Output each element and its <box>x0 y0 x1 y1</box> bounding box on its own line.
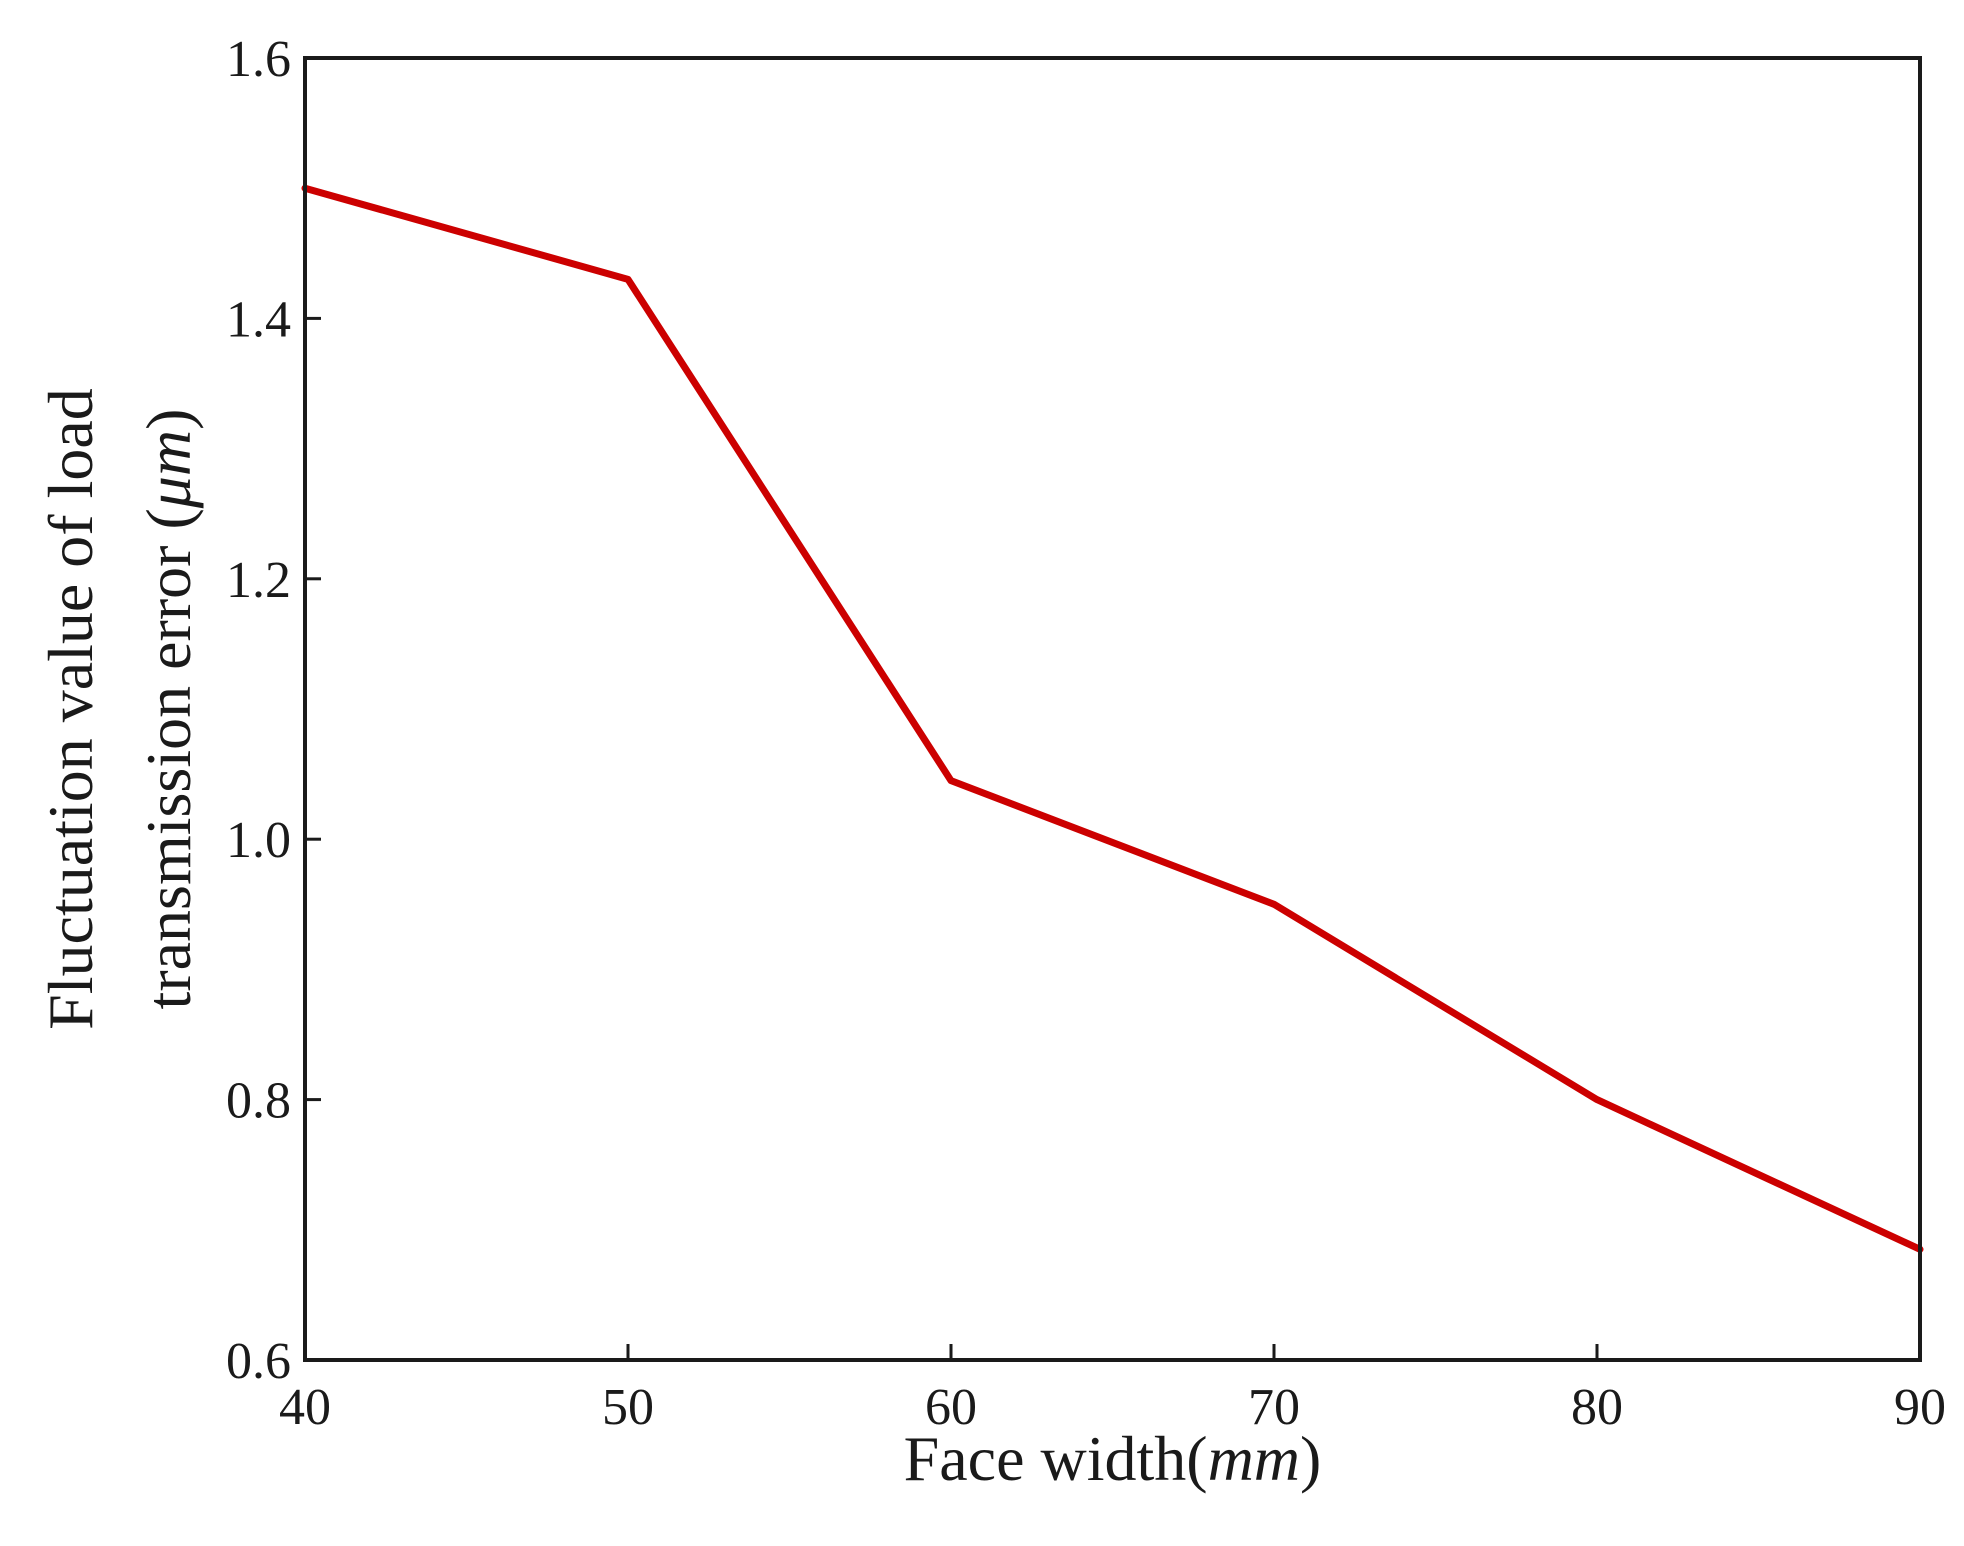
x-tick-label: 50 <box>602 1379 654 1436</box>
y-axis-ticks: 0.6 0.8 1.0 1.2 1.4 1.6 <box>226 31 321 1390</box>
y-tick-label: 1.2 <box>226 552 291 609</box>
data-point <box>1596 1099 1598 1101</box>
y-axis-title-line1: Fluctuation value of load <box>35 388 106 1030</box>
y-axis-title-line2: transmission error (μm) <box>133 409 204 1010</box>
x-tick-label: 80 <box>1571 1379 1623 1436</box>
x-tick-label: 60 <box>925 1379 977 1436</box>
x-axis-title: Face width(mm) <box>904 1423 1322 1494</box>
y-tick-label: 1.4 <box>226 291 291 348</box>
x-axis-ticks: 40 50 60 70 80 90 <box>279 1344 1946 1436</box>
data-point <box>627 278 629 280</box>
series-layer <box>301 184 1924 1253</box>
y-tick-label: 1.6 <box>226 31 291 88</box>
y-tick-label: 1.0 <box>226 812 291 869</box>
data-point <box>1273 903 1275 905</box>
data-point <box>950 780 952 782</box>
x-tick-label: 70 <box>1248 1379 1300 1436</box>
y-tick-label: 0.6 <box>226 1333 291 1390</box>
x-tick-label: 40 <box>279 1379 331 1436</box>
plot-frame <box>303 56 1922 1362</box>
x-tick-label: 90 <box>1894 1379 1946 1436</box>
y-tick-label: 0.8 <box>226 1073 291 1130</box>
series-line <box>301 184 1924 1253</box>
